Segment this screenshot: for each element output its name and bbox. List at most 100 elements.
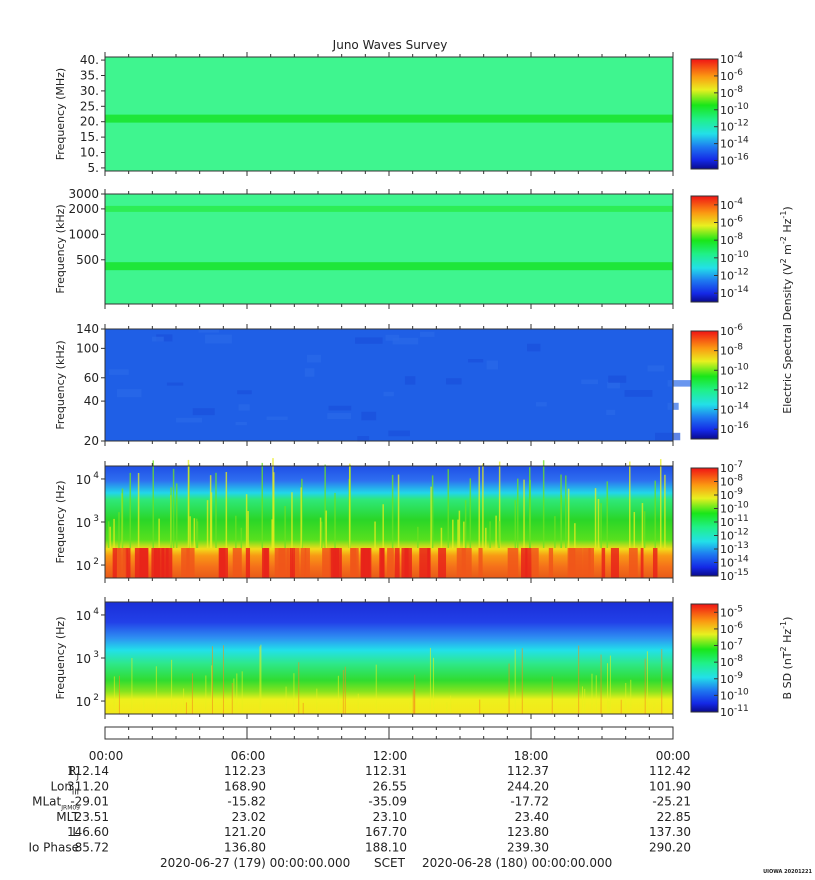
intensity-patch [652, 548, 658, 578]
noise-patch [647, 365, 665, 372]
ephemeris-value: 168.90 [224, 779, 266, 793]
intensity-patch [165, 548, 173, 578]
emission-streak [175, 703, 177, 714]
emission-streak [245, 494, 248, 548]
emission-streak [348, 463, 351, 548]
emission-streak [430, 486, 432, 548]
emission-streak [210, 492, 213, 548]
noise-patch [235, 422, 247, 426]
noise-patch [266, 416, 288, 420]
ephemeris-value: -25.21 [652, 795, 691, 809]
colorbar-tick-exponent: -16 [734, 421, 749, 431]
ephemeris-value: 112.42 [649, 764, 691, 778]
noise-patch [581, 379, 599, 385]
scet-label: SCET [374, 856, 406, 870]
emission-streak [240, 527, 243, 548]
emission-streak [485, 527, 487, 548]
y-tick-exponent: 4 [93, 471, 99, 481]
colorbar-tick-label: 10 [720, 570, 734, 583]
emission-streak [600, 654, 602, 714]
emission-streak [620, 699, 622, 714]
colorbar-tick-exponent: -6 [734, 68, 743, 78]
ephemeris-value: 23.02 [232, 810, 266, 824]
ephemeris-value: 311.20 [67, 779, 109, 793]
emission-streak [464, 500, 467, 548]
ephemeris-label: MLT [56, 810, 79, 824]
colorbar-tick-exponent: -9 [734, 487, 743, 497]
emission-streak [591, 673, 593, 714]
emission-streak [205, 675, 207, 714]
emission-streak [633, 511, 636, 548]
emission-streak [137, 472, 140, 548]
colorbar-tick-label: 10 [720, 70, 734, 83]
emission-streak [211, 646, 213, 714]
y-axis-label: Frequency (Hz) [54, 617, 67, 700]
ephemeris-value: 23.40 [515, 810, 549, 824]
noise-patch [156, 334, 173, 342]
intensity-patch [232, 548, 242, 578]
emission-streak [185, 702, 187, 714]
emission-streak [463, 521, 465, 548]
emission-streak [659, 459, 662, 548]
y-tick-label: 10 [76, 609, 91, 623]
ephemeris-value: 239.30 [507, 841, 549, 855]
colorbar-tick-label: 10 [720, 364, 734, 377]
colorbar-tick-exponent: -12 [734, 528, 749, 538]
noise-patch [238, 404, 250, 411]
y-axis-label: Frequency (kHz) [54, 204, 67, 293]
colorbar-tick-exponent: -11 [734, 514, 749, 524]
emission-streak [316, 688, 318, 714]
emission-streak [298, 662, 300, 714]
noise-patch [383, 391, 394, 397]
emission-streak [375, 664, 377, 714]
emission-band [105, 262, 673, 271]
intensity-patch [379, 548, 385, 578]
intensity-patch [157, 548, 160, 578]
spectrogram-panels: 5.10. 15.20. 25.30. 35.40. Frequency (MHz) 30… [54, 52, 694, 719]
emission-streak [560, 474, 562, 548]
emission-streak [514, 649, 516, 714]
ephemeris-value: 101.90 [649, 779, 691, 793]
emission-streak [595, 675, 597, 714]
intensity-patch [394, 548, 400, 578]
colorbar-tick-exponent: -10 [734, 501, 749, 511]
emission-streak [498, 521, 500, 548]
intensity-patch [583, 548, 594, 578]
emission-streak [521, 648, 523, 714]
noise-patch [536, 402, 547, 407]
emission-streak [158, 518, 160, 548]
emission-streak [629, 461, 631, 548]
emission-streak [478, 466, 480, 548]
emission-streak [574, 523, 576, 548]
colorbar-tick-label: 10 [720, 87, 734, 100]
y-tick-label: 10 [76, 473, 91, 487]
colorbar-tick-label: 10 [720, 673, 734, 686]
y-tick-label: 40 [84, 394, 99, 408]
ephemeris-value: -17.72 [510, 795, 549, 809]
emission-streak [391, 474, 394, 548]
emission-streak [409, 698, 411, 714]
colorbar-tick-exponent: -15 [734, 568, 749, 578]
spectrogram-fill [105, 57, 673, 171]
emission-band [105, 205, 673, 212]
colorbar-tick-exponent: -7 [734, 638, 743, 648]
noise-patch [624, 390, 653, 397]
intensity-patch [123, 548, 127, 578]
emission-streak [118, 512, 120, 548]
intensity-patch [330, 548, 336, 578]
colorbar-gradient [690, 603, 719, 713]
intensity-patch [151, 548, 155, 578]
colorbar-tick-label: 10 [720, 656, 734, 669]
colorbar-gradient [690, 195, 719, 303]
ephemeris-value: 290.20 [649, 841, 691, 855]
ephemeris-value: 244.20 [507, 779, 549, 793]
intensity-patch [640, 548, 644, 578]
colorbar-tick-label: 10 [720, 462, 734, 475]
ephemeris-value: -35.09 [368, 795, 407, 809]
intensity-patch [478, 548, 483, 578]
